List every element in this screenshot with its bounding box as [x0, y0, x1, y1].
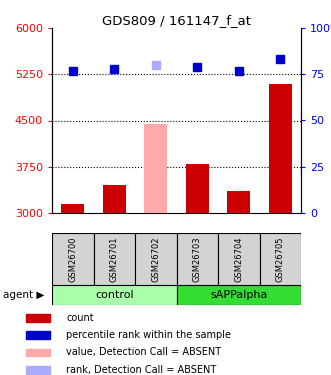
Bar: [260, 233, 301, 285]
Text: value, Detection Call = ABSENT: value, Detection Call = ABSENT: [66, 347, 221, 357]
Bar: [186, 164, 209, 213]
Bar: [52, 285, 176, 305]
Bar: [26, 348, 50, 356]
Bar: [218, 233, 260, 285]
Title: GDS809 / 161147_f_at: GDS809 / 161147_f_at: [102, 14, 251, 27]
Bar: [26, 366, 50, 374]
Text: GSM26705: GSM26705: [276, 236, 285, 282]
Bar: [176, 285, 301, 305]
Text: GSM26704: GSM26704: [234, 236, 243, 282]
Bar: [103, 185, 126, 213]
Bar: [227, 191, 250, 213]
Bar: [93, 233, 135, 285]
Text: GSM26703: GSM26703: [193, 236, 202, 282]
Text: GSM26700: GSM26700: [68, 236, 77, 282]
Bar: [144, 124, 167, 213]
Text: rank, Detection Call = ABSENT: rank, Detection Call = ABSENT: [66, 365, 216, 375]
Bar: [135, 233, 176, 285]
Bar: [269, 84, 292, 213]
Bar: [61, 204, 84, 213]
Text: percentile rank within the sample: percentile rank within the sample: [66, 330, 231, 340]
Text: sAPPalpha: sAPPalpha: [210, 290, 267, 300]
Text: control: control: [95, 290, 134, 300]
Bar: [26, 331, 50, 339]
Text: GSM26702: GSM26702: [151, 236, 160, 282]
Bar: [26, 314, 50, 322]
Text: count: count: [66, 313, 94, 323]
Text: agent ▶: agent ▶: [3, 290, 45, 300]
Text: GSM26701: GSM26701: [110, 236, 119, 282]
Bar: [52, 233, 93, 285]
Bar: [176, 233, 218, 285]
